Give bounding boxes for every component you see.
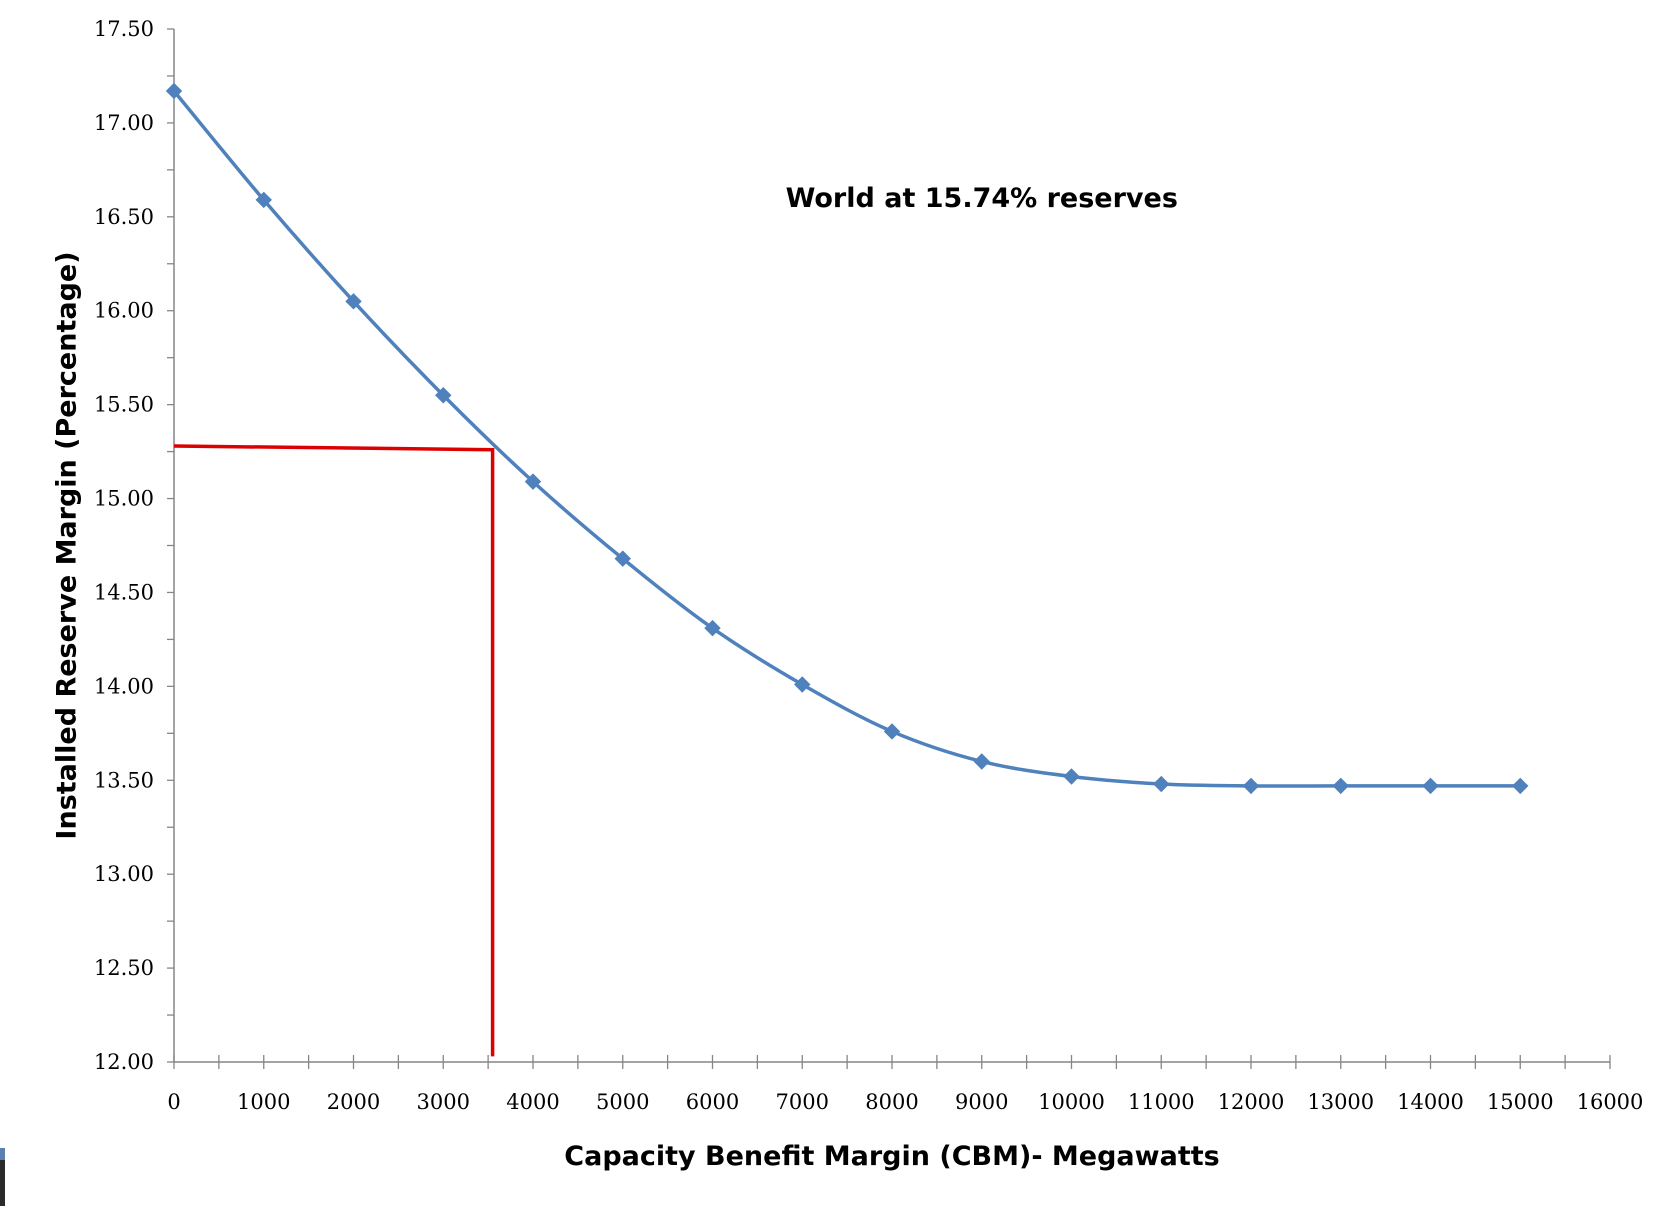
y-tick-label: 16.50 [94,205,154,229]
y-tick-label: 13.50 [94,768,154,792]
data-point-marker [165,82,183,100]
reference-layer [173,444,495,1057]
x-tick-label: 15000 [1487,1090,1554,1114]
x-tick-label: 16000 [1577,1090,1644,1114]
x-tick-label: 10000 [1038,1090,1105,1114]
reference-line [173,444,495,1057]
x-tick-label: 12000 [1218,1090,1285,1114]
x-tick-label: 5000 [596,1090,649,1114]
data-point-marker [1332,777,1349,795]
x-tick-label: 3000 [417,1090,470,1114]
x-tick-label: 9000 [955,1090,1008,1114]
data-point-marker [1422,777,1439,795]
data-point-marker [435,387,452,404]
x-axis-title: Capacity Benefit Margin (CBM)- Megawatts [564,1141,1219,1172]
x-tick-label: 7000 [776,1090,829,1114]
y-tick-label: 16.00 [94,299,154,323]
data-point-marker [524,473,542,490]
data-point-marker [883,723,901,740]
data-point-marker [614,550,631,567]
data-point-marker [1512,777,1529,795]
series-layer [165,82,1529,795]
x-tick-label: 11000 [1128,1090,1195,1114]
y-tick-label: 14.00 [94,674,154,698]
x-tick-label: 4000 [506,1090,559,1114]
left-edge-marker [0,1160,5,1206]
x-tick-label: 2000 [327,1090,380,1114]
left-edge-marker-blue [0,1148,5,1162]
x-tick-label: 14000 [1397,1090,1464,1114]
x-tick-label: 0 [167,1090,180,1114]
data-point-marker [1153,775,1170,793]
labels-layer: 12.00 12.50 13.00 13.50 14.00 14.50 15.00 15.50… [94,17,1644,1114]
y-tick-label: 13.00 [94,862,154,886]
x-tick-label: 8000 [865,1090,918,1114]
data-point-marker [345,293,362,310]
y-axis-title: Installed Reserve Margin (Percentage) [52,251,83,839]
x-tick-label: 13000 [1307,1090,1374,1114]
ticks-layer [167,28,1611,1069]
y-tick-label: 12.00 [94,1050,154,1074]
data-point-marker [1063,768,1080,785]
y-tick-label: 12.50 [94,956,154,980]
y-tick-label: 15.50 [94,393,154,417]
x-tick-label: 1000 [237,1090,290,1114]
data-point-marker [1242,777,1260,795]
x-tick-label: 6000 [686,1090,739,1114]
data-point-marker [973,753,990,770]
data-point-marker [794,676,811,693]
annotation-text: World at 15.74% reserves [786,183,1178,214]
data-point-marker [255,191,272,209]
y-tick-label: 14.50 [94,580,154,604]
y-tick-label: 17.00 [94,111,154,135]
y-tick-label: 17.50 [94,17,154,41]
y-tick-label: 15.00 [94,487,154,511]
data-point-marker [704,619,721,637]
